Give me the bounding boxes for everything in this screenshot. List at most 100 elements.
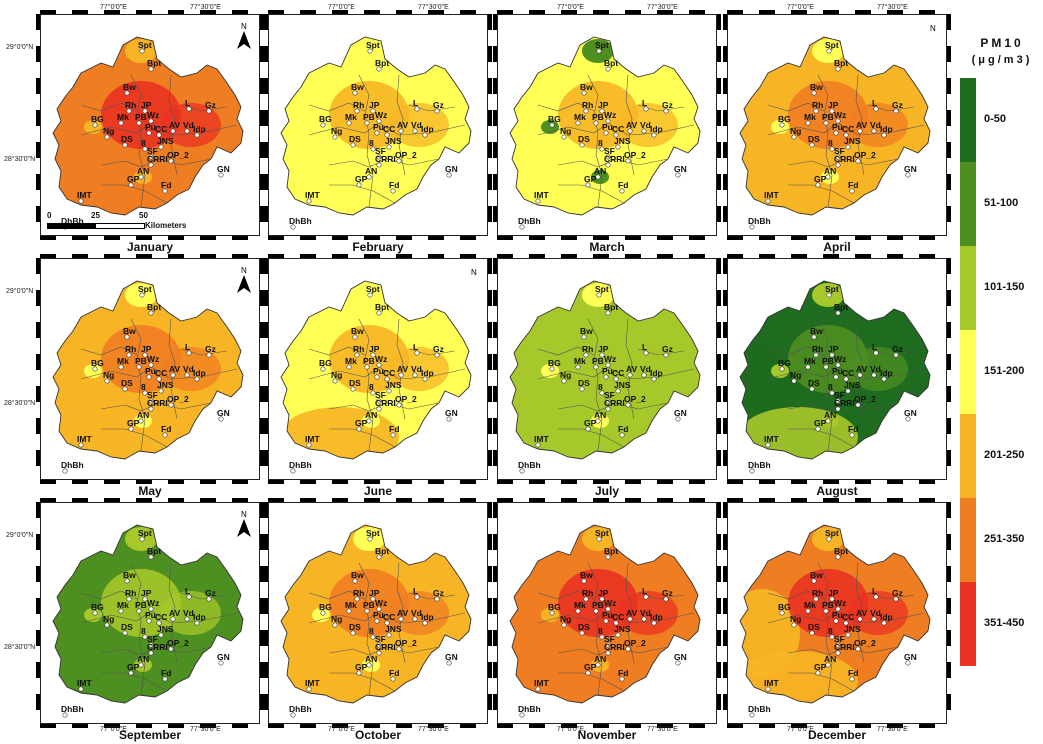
station-marker-spt xyxy=(139,536,145,542)
station-marker-op_2 xyxy=(625,402,631,408)
lon-label: 77°0'0"E xyxy=(100,4,127,11)
station-marker-wz xyxy=(376,362,382,368)
station-label: Bpt xyxy=(604,546,618,556)
station-marker-av xyxy=(170,616,176,622)
station-marker-bg xyxy=(92,366,98,372)
station-label: 8 xyxy=(141,626,146,636)
station-label: CC xyxy=(155,368,167,378)
station-marker-dhbh xyxy=(62,468,68,474)
station-label: GN xyxy=(445,408,458,418)
station-marker-pb xyxy=(593,120,599,126)
station-label: L xyxy=(185,98,190,108)
station-label: DhBh xyxy=(289,216,312,226)
station-marker-pu xyxy=(603,618,609,624)
station-marker-mk xyxy=(805,608,811,614)
station-marker-pu xyxy=(374,130,380,136)
station-marker-wz xyxy=(148,362,154,368)
station-label: Spt xyxy=(595,528,609,538)
station-label: OP_2 xyxy=(167,394,189,404)
station-label: SF xyxy=(604,146,615,156)
station-label: 8 xyxy=(598,626,603,636)
station-label: Spt xyxy=(825,284,839,294)
station-marker-ds xyxy=(122,386,128,392)
station-marker-jns xyxy=(615,144,621,150)
station-label: PB xyxy=(822,356,834,366)
station-label: JP xyxy=(141,100,152,110)
station-marker-cc xyxy=(156,132,162,138)
station-label: IMT xyxy=(305,434,320,444)
station-label: AV xyxy=(856,608,868,618)
station-label: GP xyxy=(127,174,140,184)
station-marker-ds xyxy=(350,630,356,636)
station-label: DS xyxy=(578,622,590,632)
station-label: AN xyxy=(365,654,377,664)
station-marker-spt xyxy=(367,536,373,542)
station-marker-mk xyxy=(118,364,124,370)
lon-label: 77°30'0"E xyxy=(190,4,221,11)
station-label: DhBh xyxy=(518,704,541,714)
station-marker-fd xyxy=(390,188,396,194)
station-marker-gp xyxy=(356,670,362,676)
lat-label: 28°30'0"N xyxy=(4,156,36,163)
legend-label-2: 101-150 xyxy=(984,281,1025,293)
station-label: Bw xyxy=(123,82,136,92)
station-label: Rh xyxy=(812,344,823,354)
station-marker-ds xyxy=(579,142,585,148)
month-label: November xyxy=(577,728,637,742)
station-label: SF xyxy=(375,634,386,644)
station-marker-fd xyxy=(619,432,625,438)
map-frame: Spt Bpt Bw Rh Mk JP Wz BG PB Pu CC AV Vd Idp L Gz Ng DS 8 J… xyxy=(493,498,721,728)
station-label: CC xyxy=(383,124,395,134)
station-label: Fd xyxy=(618,424,628,434)
station-marker-av xyxy=(398,128,404,134)
station-label: 8 xyxy=(141,382,146,392)
station-marker-bg xyxy=(92,122,98,128)
station-label: L xyxy=(185,586,190,596)
station-label: OP_2 xyxy=(395,638,417,648)
station-marker-pb xyxy=(364,364,370,370)
station-label: DhBh xyxy=(289,704,312,714)
station-marker-ng xyxy=(332,622,338,628)
station-label: Fd xyxy=(161,668,171,678)
station-marker-idp xyxy=(194,376,200,382)
station-marker-sf xyxy=(376,398,382,404)
station-marker-ds xyxy=(809,630,815,636)
station-label: Ng xyxy=(560,126,571,136)
station-label: Ng xyxy=(103,370,114,380)
station-label: Bw xyxy=(810,570,823,580)
station-marker-jp xyxy=(370,596,376,602)
legend-swatch-0 xyxy=(960,78,976,162)
map-frame: Spt Bpt Bw Rh Mk JP Wz BG PB Pu CC AV Vd Idp L Gz Ng DS 8 J… xyxy=(723,498,951,728)
station-label: AV xyxy=(169,364,181,374)
station-marker-crri xyxy=(835,162,841,168)
station-label: GP xyxy=(814,662,827,672)
station-marker-fd xyxy=(619,188,625,194)
station-label: OP_2 xyxy=(167,638,189,648)
station-marker-ng xyxy=(332,134,338,140)
station-marker-imt xyxy=(765,198,771,204)
station-marker-pb xyxy=(593,364,599,370)
station-label: AV xyxy=(169,608,181,618)
station-marker-l xyxy=(873,106,879,112)
station-marker-spt xyxy=(826,292,832,298)
legend-swatch-2 xyxy=(960,246,976,330)
station-marker-pu xyxy=(146,618,152,624)
legend-swatch-3 xyxy=(960,330,976,414)
station-label: PB xyxy=(135,356,147,366)
station-label: JNS xyxy=(614,624,631,634)
station-marker-op_2 xyxy=(168,158,174,164)
station-label: Bpt xyxy=(147,546,161,556)
lon-label: 77°0'0"E xyxy=(328,726,355,733)
month-label: August xyxy=(816,484,858,498)
station-marker-gz xyxy=(206,108,212,114)
lon-label: 77°0'0"E xyxy=(557,4,584,11)
station-label: AV xyxy=(169,120,181,130)
map-panel-march: Spt Bpt Bw Rh Mk JP Wz BG PB Pu CC AV Vd Idp L Gz Ng DS 8 J… xyxy=(493,4,721,256)
station-label: Mk xyxy=(574,112,586,122)
station-label: CRRI xyxy=(147,154,168,164)
station-marker-spt xyxy=(596,48,602,54)
station-marker-pu xyxy=(374,374,380,380)
station-marker-cc xyxy=(843,132,849,138)
